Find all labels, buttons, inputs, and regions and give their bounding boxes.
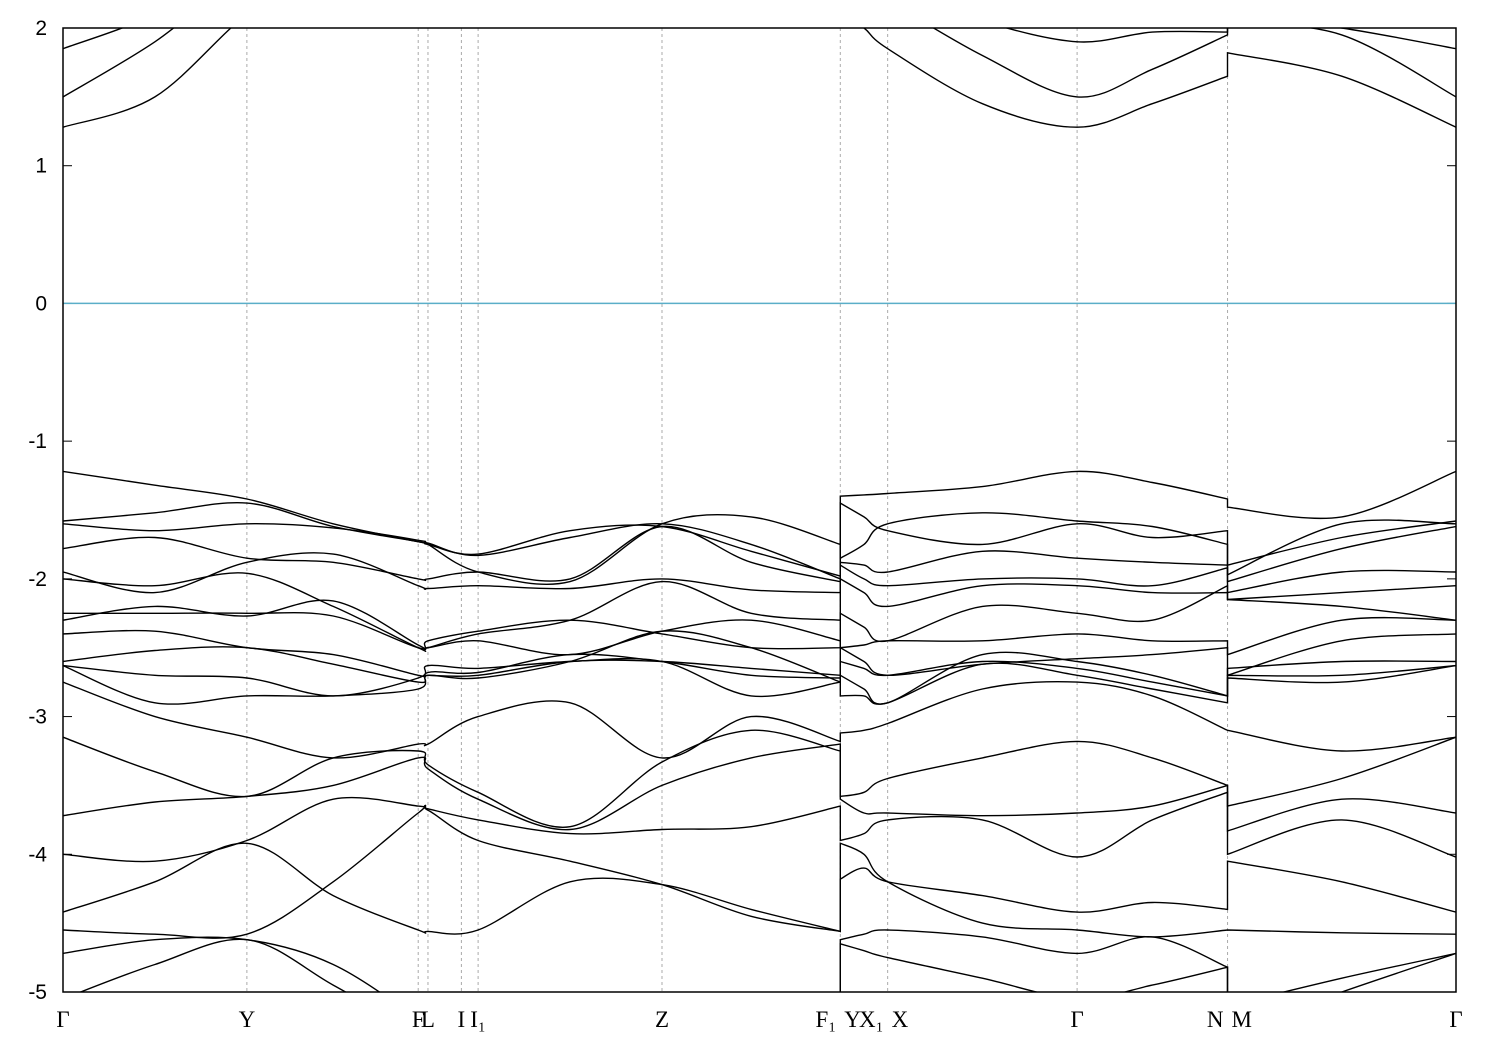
band-line (63, 572, 1456, 653)
y-tick-label: -5 (28, 981, 47, 1004)
x-tick-label: L (421, 1007, 435, 1032)
y-tick-label: -4 (28, 843, 47, 866)
band-line (63, 470, 1456, 580)
band-line (63, 501, 1456, 578)
x-tick-label: Z (655, 1007, 669, 1032)
band-line (63, 929, 1456, 992)
plot-frame (62, 27, 1457, 993)
x-tick-label: Γ (56, 1007, 69, 1032)
y-tick-label: 0 (35, 292, 47, 315)
y-tick-label: -3 (28, 706, 47, 729)
x-tick-label: Γ (1449, 1007, 1462, 1032)
band-line (63, 525, 1456, 583)
band-line (63, 584, 1456, 650)
y-tick-label: -1 (28, 430, 47, 453)
band-line (63, 681, 1456, 759)
x-tick-label: I₁ (470, 1007, 486, 1032)
band-line (78, 938, 1456, 992)
y-tick-label: 1 (35, 155, 47, 178)
band-line (63, 804, 1456, 939)
band-line (63, 599, 1456, 656)
band-line (63, 28, 1456, 98)
x-tick-label: M (1232, 1007, 1252, 1032)
band-line (63, 28, 1456, 128)
x-tick-label: Y (239, 1007, 256, 1032)
x-tick-label: N (1207, 1007, 1224, 1032)
band-line (63, 653, 1456, 705)
band-line (63, 743, 1456, 832)
x-tick-label: X (892, 1007, 909, 1032)
band-line (63, 842, 1456, 935)
band-line (63, 729, 1456, 828)
y-tick-label: -2 (28, 568, 47, 591)
band-line (63, 630, 1456, 697)
band-line (63, 629, 1456, 678)
x-tick-label: X₁ (859, 1007, 884, 1032)
x-tick-label: Γ (1070, 1007, 1083, 1032)
x-tick-label: F₁ (815, 1007, 836, 1032)
x-tick-label: I (458, 1007, 466, 1032)
band-line (63, 552, 1456, 594)
band-line (63, 28, 1456, 50)
bands (63, 28, 1456, 992)
x-tick-label: F (412, 1007, 425, 1032)
band-line (63, 512, 1456, 585)
y-tick-label: 2 (35, 17, 47, 40)
band-line (63, 791, 1456, 863)
x-tick-label: Y (844, 1007, 861, 1032)
